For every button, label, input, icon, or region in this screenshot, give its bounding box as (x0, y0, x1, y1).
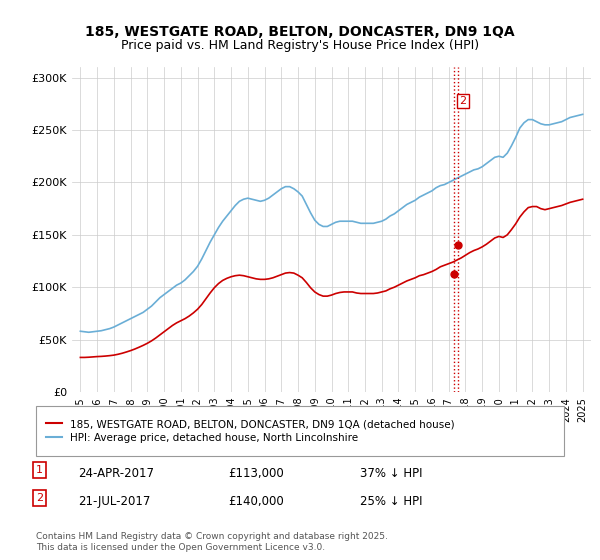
Text: 2: 2 (460, 96, 467, 106)
Text: 2: 2 (36, 493, 43, 503)
Text: 185, WESTGATE ROAD, BELTON, DONCASTER, DN9 1QA: 185, WESTGATE ROAD, BELTON, DONCASTER, D… (85, 25, 515, 39)
Text: 1: 1 (36, 465, 43, 475)
Text: £113,000: £113,000 (228, 466, 284, 480)
Text: 21-JUL-2017: 21-JUL-2017 (78, 494, 151, 508)
Text: Price paid vs. HM Land Registry's House Price Index (HPI): Price paid vs. HM Land Registry's House … (121, 39, 479, 52)
Legend: 185, WESTGATE ROAD, BELTON, DONCASTER, DN9 1QA (detached house), HPI: Average pr: 185, WESTGATE ROAD, BELTON, DONCASTER, D… (41, 414, 460, 449)
FancyBboxPatch shape (36, 406, 564, 456)
Text: 25% ↓ HPI: 25% ↓ HPI (360, 494, 422, 508)
Text: £140,000: £140,000 (228, 494, 284, 508)
Text: 24-APR-2017: 24-APR-2017 (78, 466, 154, 480)
Text: Contains HM Land Registry data © Crown copyright and database right 2025.
This d: Contains HM Land Registry data © Crown c… (36, 532, 388, 552)
Text: 37% ↓ HPI: 37% ↓ HPI (360, 466, 422, 480)
